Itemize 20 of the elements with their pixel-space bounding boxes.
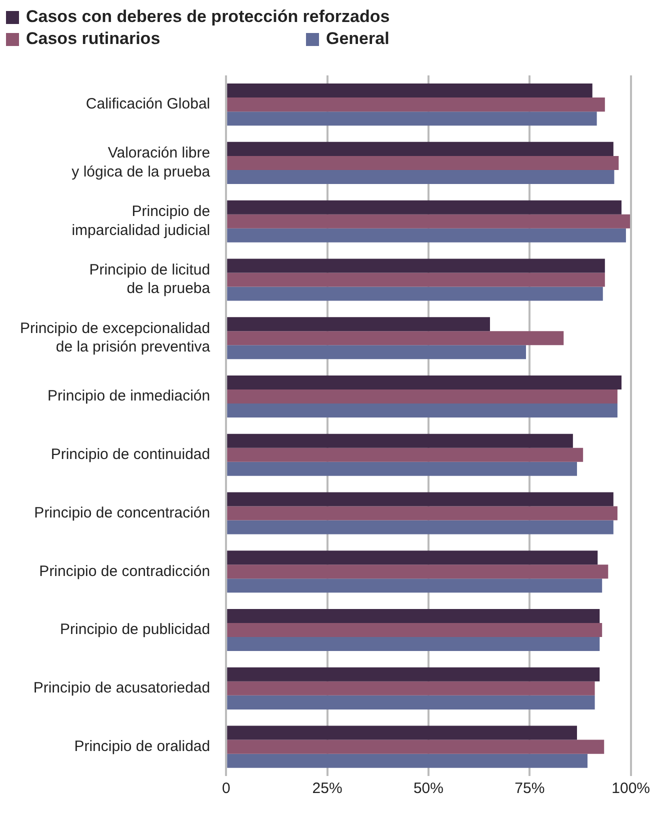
y-tick-label: Principio de imparcialidad judicial (72, 203, 210, 239)
y-tick-label: Principio de excepcionalidad de la prisión preventiva (20, 320, 211, 356)
y-tick-label: Principio de acusatoriedad (33, 680, 210, 697)
y-tick-label: Principio de inmediación (48, 388, 210, 405)
y-tick-label: Principio de publicidad (60, 621, 210, 638)
y-tick-label: Principio de continuidad (50, 446, 210, 464)
x-tick-label: 100% (612, 780, 650, 798)
legend-label: General (326, 28, 390, 50)
x-tick-label: 50% (413, 780, 444, 798)
legend-label: Casos con deberes de protección reforzados (26, 6, 390, 28)
x-tick-label: 75% (514, 780, 545, 798)
x-tick-label: 25% (312, 780, 342, 798)
y-tick-label: Principio de contradicción (39, 562, 210, 580)
x-tick-label: 0 (222, 780, 230, 798)
y-tick-label: Principio de concentración (34, 504, 210, 522)
y-tick-label: Principio de licitud de la prueba (89, 261, 211, 298)
legend-label: Casos rutinarios (26, 28, 160, 50)
y-tick-label: Valoración libre y lógica de la prueba (72, 144, 211, 180)
y-tick-label: Principio de oralidad (74, 738, 210, 755)
y-tick-label: Calificación Global (86, 96, 210, 113)
